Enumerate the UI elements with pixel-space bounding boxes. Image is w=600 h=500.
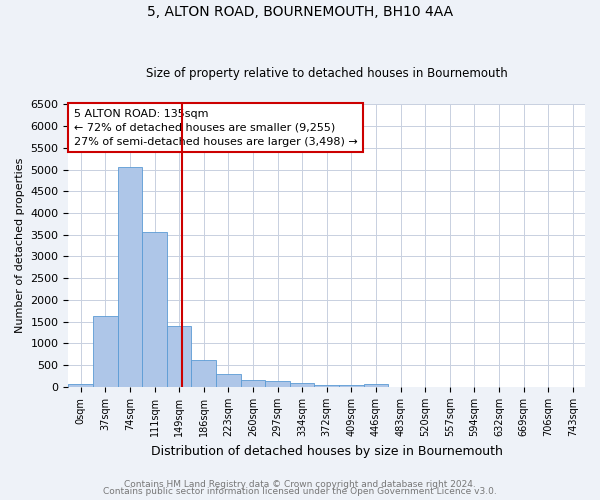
Y-axis label: Number of detached properties: Number of detached properties <box>15 158 25 334</box>
Bar <box>290 383 314 387</box>
Bar <box>118 168 142 387</box>
X-axis label: Distribution of detached houses by size in Bournemouth: Distribution of detached houses by size … <box>151 444 503 458</box>
Text: 5 ALTON ROAD: 135sqm
← 72% of detached houses are smaller (9,255)
27% of semi-de: 5 ALTON ROAD: 135sqm ← 72% of detached h… <box>74 108 358 146</box>
Bar <box>191 360 216 387</box>
Bar <box>314 385 339 387</box>
Bar <box>241 380 265 387</box>
Bar <box>339 386 364 387</box>
Bar <box>68 384 93 387</box>
Text: 5, ALTON ROAD, BOURNEMOUTH, BH10 4AA: 5, ALTON ROAD, BOURNEMOUTH, BH10 4AA <box>147 5 453 19</box>
Text: Contains public sector information licensed under the Open Government Licence v3: Contains public sector information licen… <box>103 487 497 496</box>
Bar <box>142 232 167 387</box>
Bar <box>216 374 241 387</box>
Bar <box>265 382 290 387</box>
Bar <box>364 384 388 387</box>
Bar <box>93 316 118 387</box>
Title: Size of property relative to detached houses in Bournemouth: Size of property relative to detached ho… <box>146 66 508 80</box>
Bar <box>167 326 191 387</box>
Text: Contains HM Land Registry data © Crown copyright and database right 2024.: Contains HM Land Registry data © Crown c… <box>124 480 476 489</box>
